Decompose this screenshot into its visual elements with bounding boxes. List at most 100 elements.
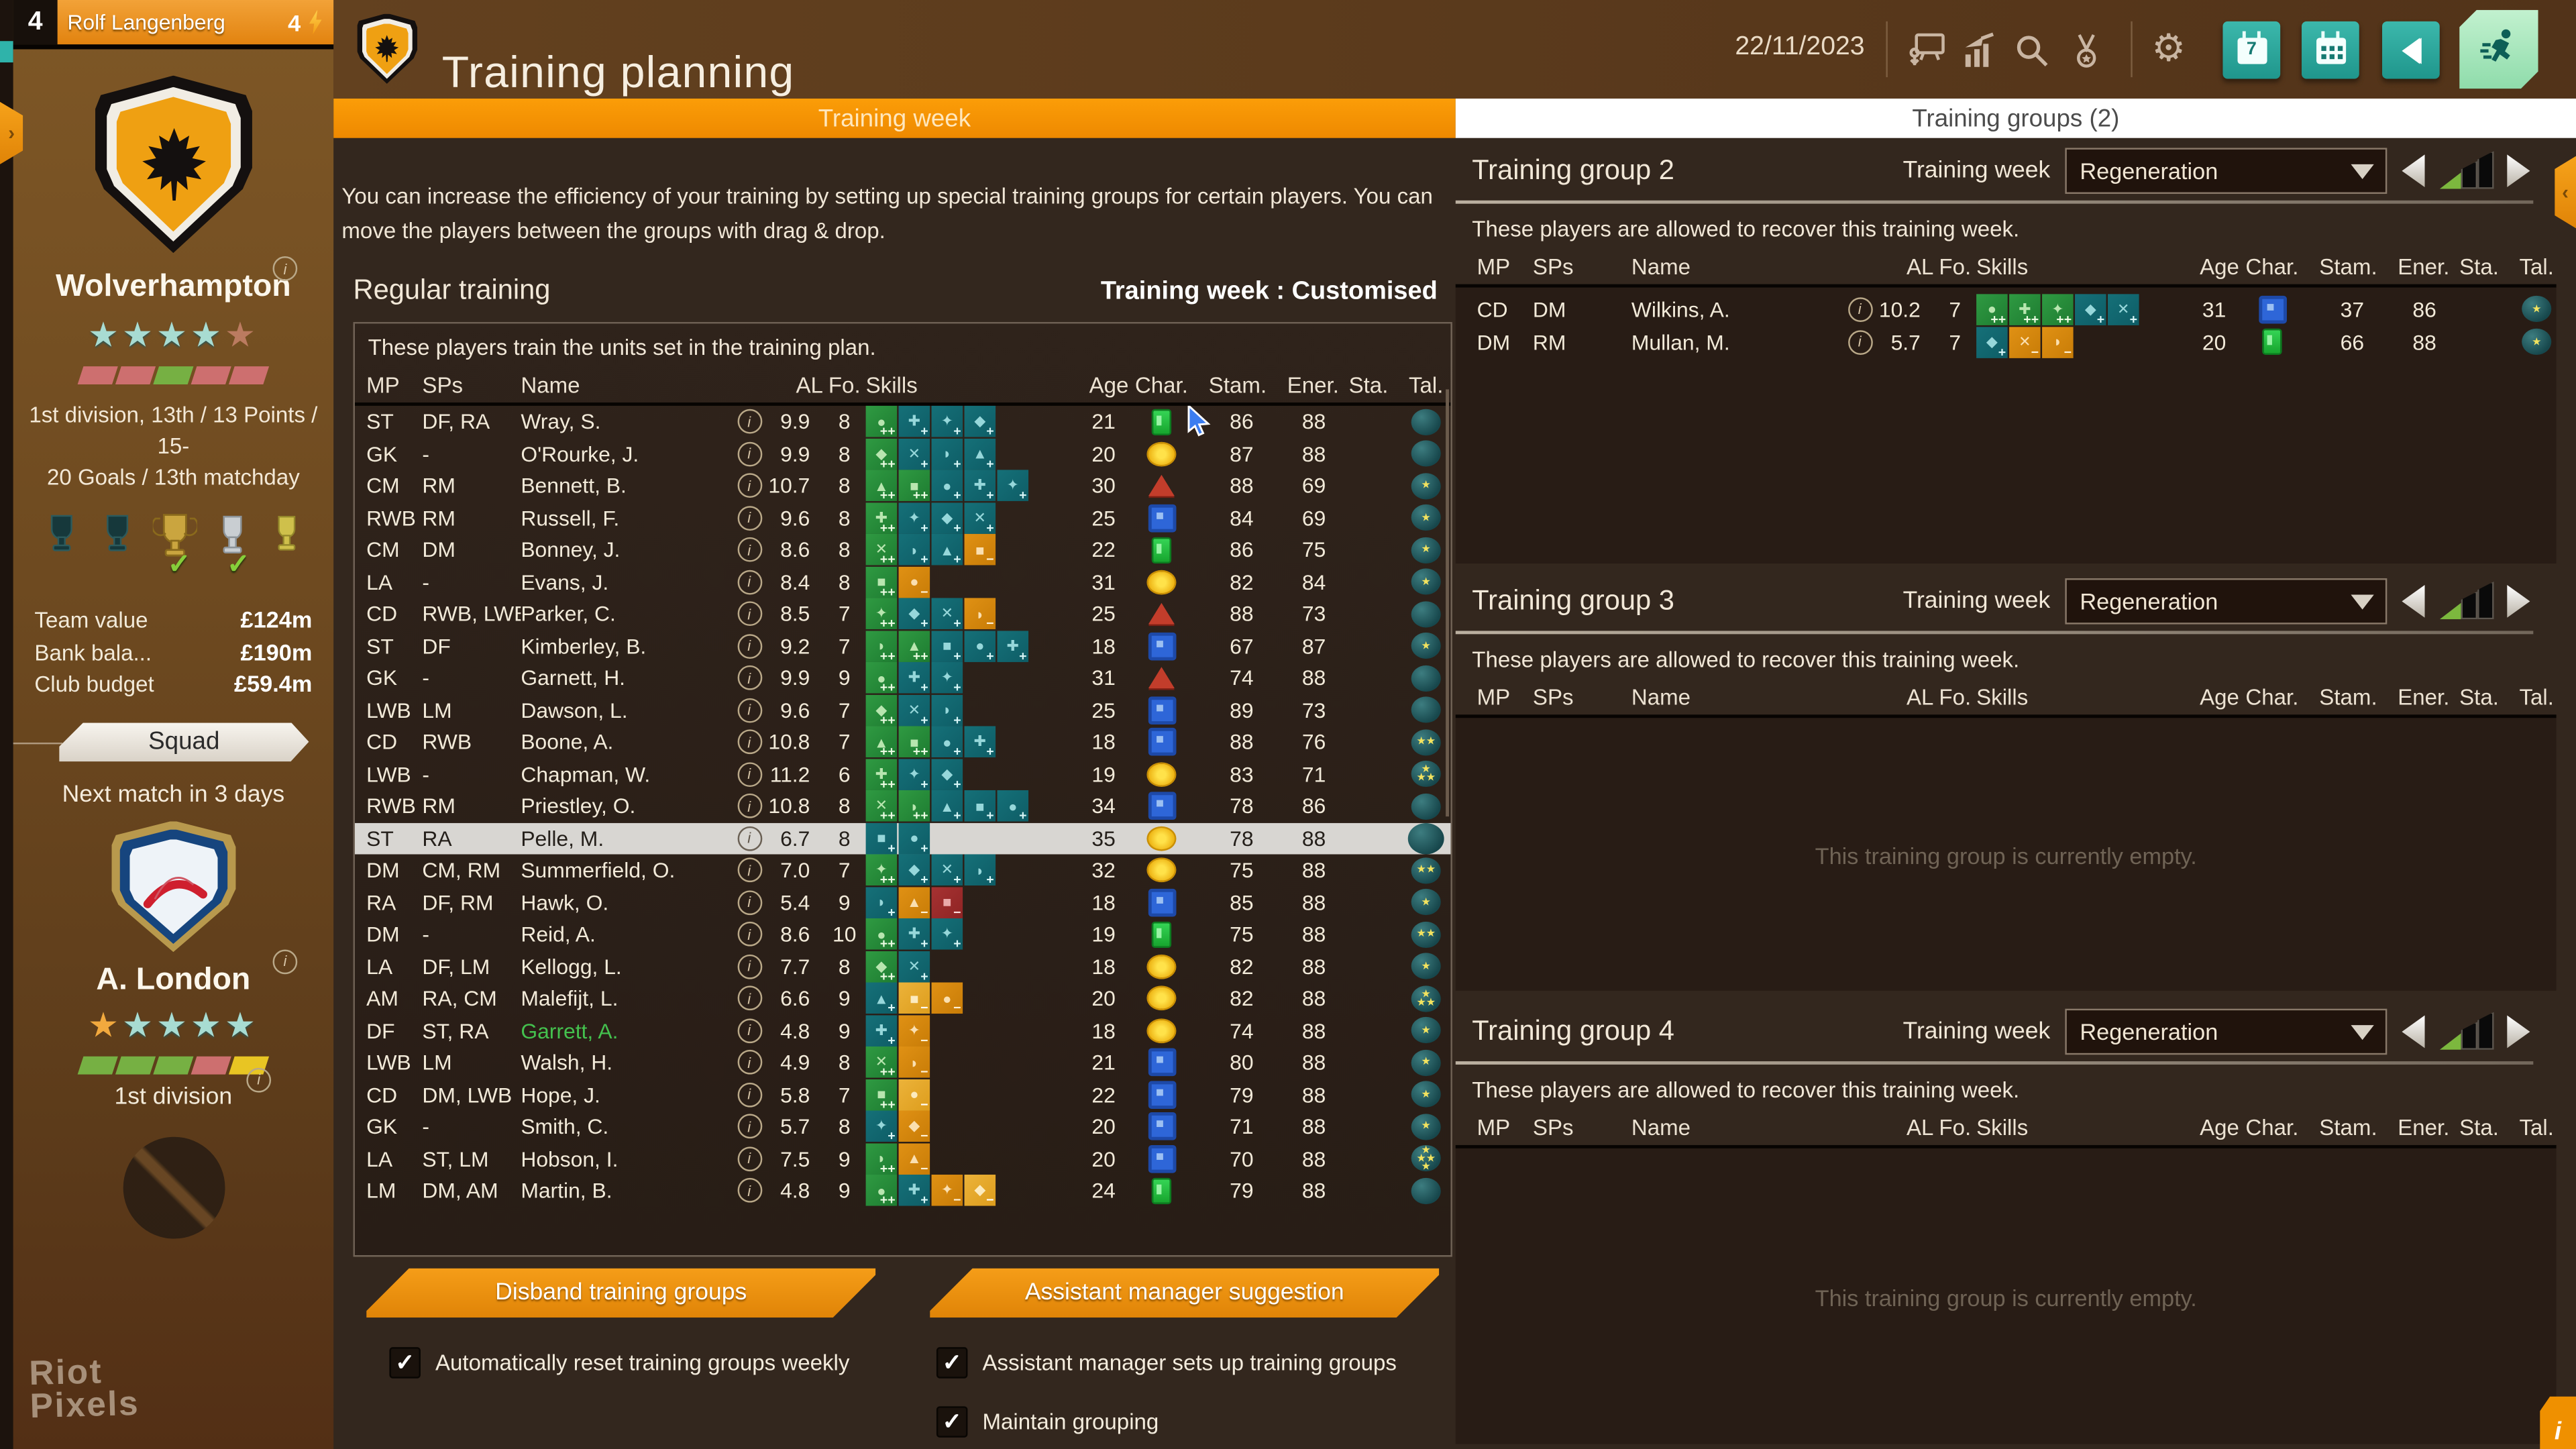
player-row[interactable]: DM RM Mullan, M. i 5.7 7 ◆ + ✕ − ◗ −20 66 88 ★: [1456, 325, 2557, 359]
player-info-icon[interactable]: i: [737, 794, 762, 819]
player-row[interactable]: CM RM Bennett, B. i 10.7 8 ▲ ++ ■ ++ ● + ✚ + ✦ +30 88 69 ★: [355, 470, 1450, 503]
player-row[interactable]: GK - Smith, C. i 5.7 8 ✦ + ◆ −20 71 88 ★: [355, 1111, 1450, 1144]
assistant-suggestion-button[interactable]: Assistant manager suggestion: [930, 1269, 1439, 1318]
column-header[interactable]: MP: [1477, 1114, 1511, 1140]
player-info-icon[interactable]: i: [737, 1082, 762, 1108]
player-row[interactable]: RA DF, RM Hawk, O. i 5.4 9 ◗ + ▲ − ■ −18 85 88 ★: [355, 886, 1450, 920]
prev-week-arrow[interactable]: [2402, 584, 2425, 618]
column-header[interactable]: Stam.: [1208, 372, 1267, 397]
checkbox-icon[interactable]: ✓: [936, 1406, 968, 1438]
column-header[interactable]: AL: [1907, 684, 1934, 709]
column-header[interactable]: AL: [1907, 254, 1934, 279]
column-header[interactable]: Tal.: [2519, 254, 2554, 279]
player-info-icon[interactable]: i: [737, 890, 762, 915]
club-info-icon[interactable]: i: [272, 256, 298, 281]
training-button-active[interactable]: [2459, 9, 2538, 89]
player-row[interactable]: LA DF, LM Kellogg, L. i 7.7 8 ◆ ++ ✕ +18 82 88 ★: [355, 951, 1450, 983]
player-info-icon[interactable]: i: [737, 537, 762, 563]
player-info-icon[interactable]: i: [737, 922, 762, 947]
column-header[interactable]: Char.: [2245, 254, 2299, 279]
player-row[interactable]: LWB LM Walsh, H. i 4.9 8 ✕ ++ ◗ −21 80 88 ★: [355, 1046, 1450, 1080]
opponent-crest[interactable]: [111, 820, 236, 953]
column-header[interactable]: Stam.: [2319, 1114, 2377, 1140]
column-header[interactable]: AL: [1907, 1114, 1934, 1140]
scrollbar[interactable]: [1446, 389, 1450, 817]
player-info-icon[interactable]: i: [737, 729, 762, 755]
player-row[interactable]: CD RWB Boone, A. i 10.8 7 ▲ ++ ■ ++ ● + ✚ +18 88 76 ★★: [355, 726, 1450, 759]
player-info-icon[interactable]: i: [737, 601, 762, 627]
player-info-icon[interactable]: i: [737, 1178, 762, 1203]
column-header[interactable]: MP: [1477, 684, 1511, 709]
column-header[interactable]: Fo.: [1939, 254, 1972, 279]
player-row[interactable]: CD RWB, LWB Parker, C. i 8.5 7 ✦ ++ ◆ + ✕ + ◗ −25 88 73: [355, 598, 1450, 631]
column-header[interactable]: Sta.: [1348, 372, 1389, 397]
column-header[interactable]: Fo.: [828, 372, 861, 397]
column-header[interactable]: Age: [2200, 1114, 2239, 1140]
player-info-icon[interactable]: i: [737, 441, 762, 466]
info-corner-tab[interactable]: i: [2540, 1396, 2576, 1449]
search-icon[interactable]: [2011, 30, 2054, 72]
player-row[interactable]: DM CM, RM Summerfield, O. i 7.0 7 ✦ ++ ◆ + ✕ + ◗ +32 7…: [355, 854, 1450, 888]
checkbox-assistant-setup[interactable]: ✓ Assistant manager sets up training gro…: [936, 1347, 1397, 1379]
column-header[interactable]: SPs: [1532, 684, 1574, 709]
column-header[interactable]: Name: [1631, 254, 1691, 279]
player-row[interactable]: RWB RM Priestley, O. i 10.8 8 ✕ ++ ◗ ++ ▲ + ■ + ● +34 78…: [355, 790, 1450, 824]
column-header[interactable]: Tal.: [2519, 1114, 2554, 1140]
column-header[interactable]: AL: [796, 372, 823, 397]
player-info-icon[interactable]: i: [1847, 297, 1872, 321]
disband-groups-button[interactable]: Disband training groups: [366, 1269, 875, 1318]
column-header[interactable]: Fo.: [1939, 684, 1972, 709]
player-row[interactable]: AM RA, CM Malefijt, L. i 6.6 9 ▲ + ■ − ● −20 82 88 ★ ★★: [355, 982, 1450, 1016]
player-info-icon[interactable]: i: [737, 570, 762, 594]
column-header[interactable]: Name: [1631, 1114, 1691, 1140]
calendar-month-button[interactable]: [2302, 21, 2359, 79]
checkbox-icon[interactable]: ✓: [389, 1347, 421, 1379]
player-row[interactable]: ST DF Kimberley, B. i 9.2 7 ◗ ++ ▲ ++ ■ + ● + ✚ +18 67 87…: [355, 630, 1450, 663]
player-info-icon[interactable]: i: [737, 665, 762, 691]
player-row[interactable]: LWB LM Dawson, L. i 9.6 7 ◆ ++ ✕ + ◗ +25 89 73: [355, 694, 1450, 727]
column-header[interactable]: Age: [2200, 684, 2239, 709]
column-header[interactable]: Ener.: [1287, 372, 1339, 397]
player-info-icon[interactable]: i: [737, 1146, 762, 1171]
column-header[interactable]: Name: [1631, 684, 1691, 709]
player-info-icon[interactable]: i: [737, 409, 762, 435]
column-header[interactable]: Name: [521, 372, 580, 397]
column-header[interactable]: Tal.: [1408, 372, 1444, 397]
column-header[interactable]: Ener.: [2398, 1114, 2450, 1140]
column-header[interactable]: Char.: [1134, 372, 1188, 397]
player-info-icon[interactable]: i: [737, 826, 762, 851]
column-header[interactable]: Stam.: [2319, 254, 2377, 279]
player-row[interactable]: LA - Evans, J. i 8.4 8 ■ ++ ● −31 82 84 ★: [355, 566, 1450, 599]
collapse-panel-tab[interactable]: ‹: [2555, 156, 2576, 229]
player-row[interactable]: ST DF, RA Wray, S. i 9.9 8 ● ++ ✚ + ✦ + ◆ +21 86 88: [355, 406, 1450, 439]
tab-training-week[interactable]: Training week: [333, 98, 1456, 138]
prev-week-arrow[interactable]: [2402, 1015, 2425, 1049]
prev-week-arrow[interactable]: [2402, 154, 2425, 188]
column-header[interactable]: Fo.: [1939, 1114, 1972, 1140]
column-header[interactable]: Skills: [1976, 1114, 2029, 1140]
manager-bar[interactable]: Rolf Langenberg 4: [57, 0, 334, 45]
player-row[interactable]: LWB - Chapman, W. i 11.2 6 ✚ ++ ✦ + ◆ +19 83 71 ★ ★★: [355, 758, 1450, 792]
rewind-button[interactable]: [2382, 21, 2440, 79]
player-row[interactable]: LA ST, LM Hobson, I. i 7.5 9 ◗ ++ ▲ −20 70 88 ★ ★★ ★: [355, 1142, 1450, 1176]
player-info-icon[interactable]: i: [737, 633, 762, 659]
player-row[interactable]: CD DM Wilkins, A. i 10.2 7 ● ++ ✚ ++ ✦ ++ ◆ + ✕ +31 37 86…: [1456, 292, 2557, 326]
tactics-board-icon[interactable]: [1906, 30, 1949, 72]
column-header[interactable]: SPs: [1532, 254, 1574, 279]
opponent-info-icon[interactable]: i: [272, 949, 298, 974]
column-header[interactable]: Age: [2200, 254, 2239, 279]
player-row[interactable]: CD DM, LWB Hope, J. i 5.8 7 ■ ++ ● −22 79 88 ★: [355, 1079, 1450, 1112]
column-header[interactable]: Ener.: [2398, 684, 2450, 709]
player-info-icon[interactable]: i: [737, 1050, 762, 1075]
club-crest[interactable]: [94, 75, 252, 254]
column-header[interactable]: Skills: [865, 372, 918, 397]
player-info-icon[interactable]: i: [737, 1114, 762, 1139]
player-row[interactable]: CM DM Bonney, J. i 8.6 8 ✕ ++ ◗ + ▲ + ■ −22 86 75 ★: [355, 534, 1450, 568]
column-header[interactable]: SPs: [422, 372, 464, 397]
squad-button[interactable]: Squad: [59, 722, 309, 761]
calendar-week-button[interactable]: [2222, 21, 2281, 79]
training-week-dropdown[interactable]: Regeneration: [2065, 1008, 2387, 1055]
settings-gear-icon[interactable]: ⚙: [2151, 26, 2186, 69]
player-info-icon[interactable]: i: [1847, 329, 1872, 354]
medal-icon[interactable]: [2065, 30, 2108, 72]
